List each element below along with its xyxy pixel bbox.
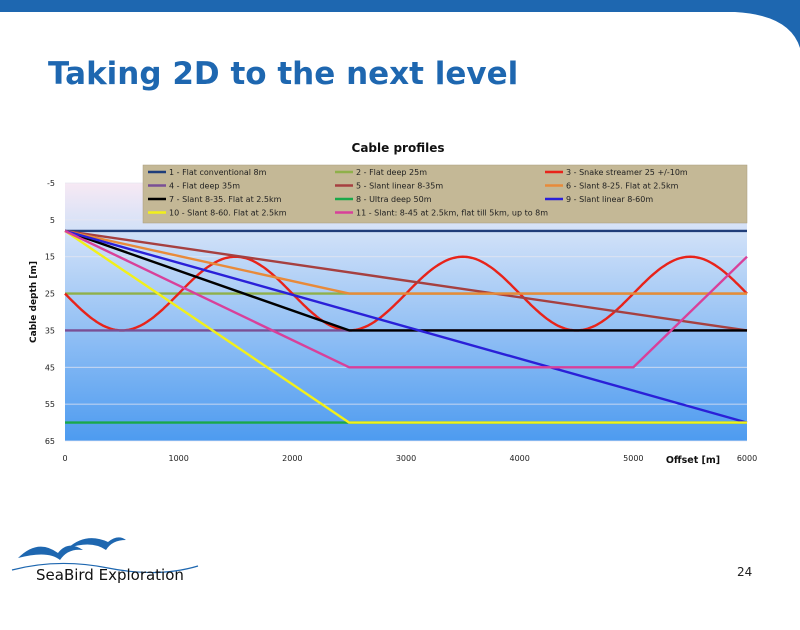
y-tick-label: 25 — [45, 290, 55, 299]
series-line-5 — [64, 229, 748, 332]
series-line-7 — [64, 229, 747, 332]
series-line-11 — [64, 229, 748, 369]
x-tick-label: 3000 — [396, 454, 416, 463]
series-line-10 — [64, 229, 747, 424]
series-line-9 — [64, 229, 748, 424]
x-tick-label: 2000 — [282, 454, 302, 463]
legend-label-6: 6 - Slant 8-25. Flat at 2.5km — [566, 182, 679, 191]
legend-label-7: 7 - Slant 8-35. Flat at 2.5km — [169, 195, 282, 204]
y-tick-label: -5 — [47, 179, 55, 188]
legend-label-11: 11 - Slant: 8-45 at 2.5km, flat till 5km… — [356, 209, 548, 218]
seabird-logo: SeaBird Exploration — [11, 537, 199, 584]
slide: Taking 2D to the next level Cable profil… — [0, 0, 800, 584]
top-banner — [0, 0, 800, 48]
y-tick-label: 55 — [45, 400, 55, 409]
y-tick-label: 35 — [45, 326, 55, 335]
y-tick-label: 45 — [45, 363, 55, 372]
y-tick-label: 65 — [45, 437, 55, 446]
x-axis-label: Offset [m] — [666, 455, 720, 466]
x-tick-label: 1000 — [168, 454, 188, 463]
legend-label-8: 8 - Ultra deep 50m — [356, 195, 432, 204]
legend-label-10: 10 - Slant 8-60. Flat at 2.5km — [169, 209, 287, 218]
legend-label-4: 4 - Flat deep 35m — [169, 182, 240, 191]
y-axis-label: Cable depth [m] — [29, 261, 39, 343]
series-line-6 — [64, 229, 747, 295]
legend-label-2: 2 - Flat deep 25m — [356, 168, 427, 177]
bird-icon — [18, 545, 83, 560]
legend-label-9: 9 - Slant linear 8-60m — [566, 195, 653, 204]
slide-title: Taking 2D to the next level — [48, 56, 519, 92]
x-tick-label: 4000 — [509, 454, 529, 463]
chart-title: Cable profiles — [352, 141, 445, 155]
page-number: 24 — [737, 565, 753, 579]
legend-label-5: 5 - Slant linear 8-35m — [356, 182, 443, 191]
logo-text: SeaBird Exploration — [36, 566, 184, 584]
plot-area — [65, 183, 747, 441]
legend: 1 - Flat conventional 8m 2 - Flat deep 25… — [142, 164, 748, 224]
y-tick-label: 5 — [50, 216, 55, 225]
x-tick-label: 0 — [62, 454, 67, 463]
x-tick-label: 5000 — [623, 454, 643, 463]
legend-label-3: 3 - Snake streamer 25 +/-10m — [566, 168, 688, 177]
x-tick-label: 6000 — [737, 454, 757, 463]
cable-profiles-chart: Cable profiles 1 - Flat conventional 8m 2 … — [29, 141, 757, 466]
legend-label-1: 1 - Flat conventional 8m — [169, 168, 267, 177]
y-tick-label: 15 — [45, 253, 55, 262]
